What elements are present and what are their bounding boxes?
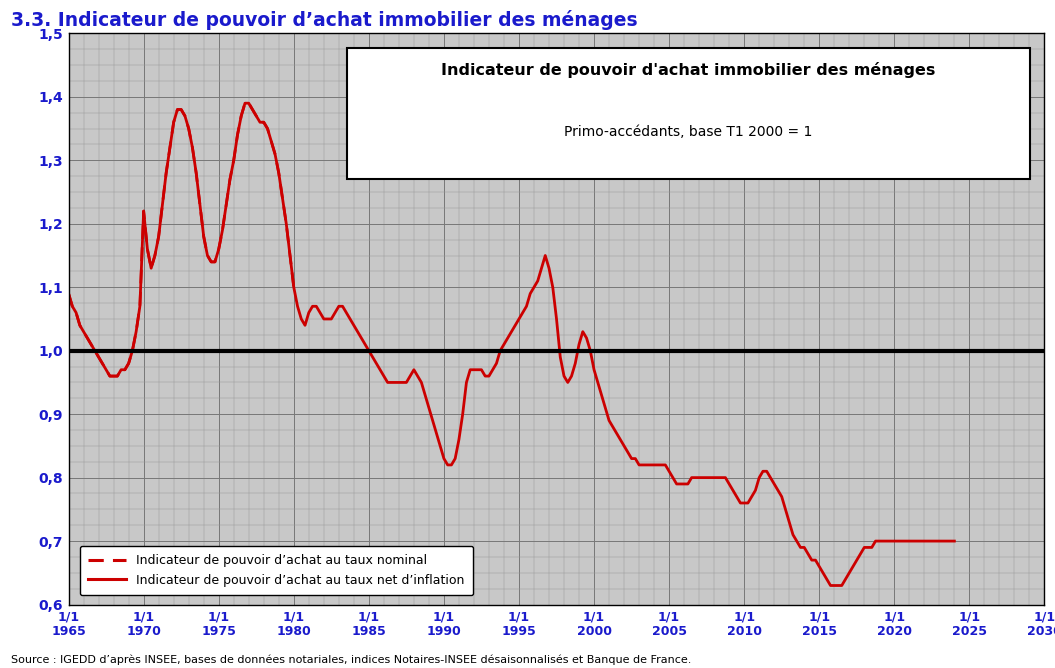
FancyBboxPatch shape <box>347 47 1030 179</box>
Text: Source : IGEDD d’après INSEE, bases de données notariales, indices Notaires-INSE: Source : IGEDD d’après INSEE, bases de d… <box>11 654 691 665</box>
Text: Indicateur de pouvoir d'achat immobilier des ménages: Indicateur de pouvoir d'achat immobilier… <box>441 62 936 78</box>
Legend: Indicateur de pouvoir d’achat au taux nominal, Indicateur de pouvoir d’achat au : Indicateur de pouvoir d’achat au taux no… <box>80 546 473 595</box>
Text: Primo-accédants, base T1 2000 = 1: Primo-accédants, base T1 2000 = 1 <box>564 125 812 139</box>
Text: 3.3. Indicateur de pouvoir d’achat immobilier des ménages: 3.3. Indicateur de pouvoir d’achat immob… <box>11 10 637 30</box>
